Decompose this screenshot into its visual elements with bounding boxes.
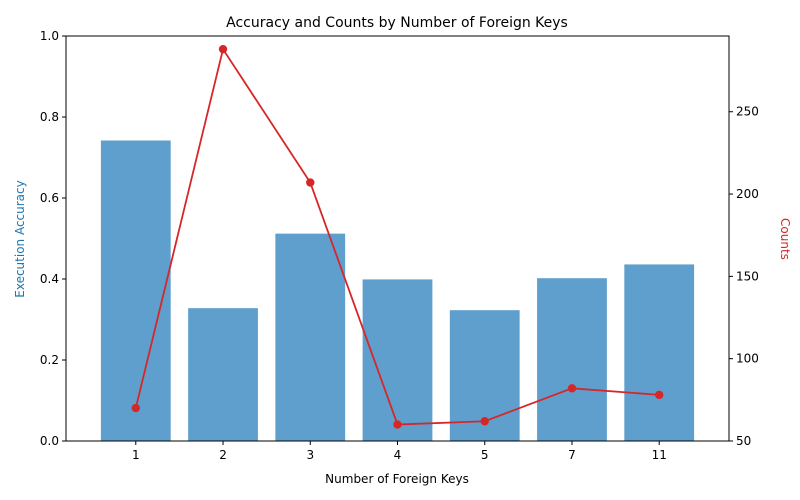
x-tick-label: 2 <box>219 448 227 462</box>
y-tick-label-left: 0.8 <box>40 110 59 124</box>
y-tick-label-left: 1.0 <box>40 29 59 43</box>
chart-title: Accuracy and Counts by Number of Foreign… <box>226 15 568 31</box>
bar-4 <box>362 279 433 441</box>
y-tick-label-right: 250 <box>736 105 759 119</box>
y-tick-label-left: 0.0 <box>40 434 59 448</box>
counts-point-4 <box>393 420 402 429</box>
bar-1 <box>100 140 171 442</box>
y-tick-label-right: 200 <box>736 187 759 201</box>
y-axis-label-left: Execution Accuracy <box>13 180 27 298</box>
bar-2 <box>188 308 258 441</box>
x-tick-label: 5 <box>481 448 489 462</box>
counts-point-7 <box>567 384 577 393</box>
x-tick-label: 11 <box>652 448 667 462</box>
y-tick-label-right: 100 <box>736 352 759 366</box>
x-tick-label: 7 <box>568 448 576 462</box>
line-layer <box>131 44 664 429</box>
x-tick-label: 1 <box>132 448 140 462</box>
x-tick-label: 4 <box>394 448 402 462</box>
y-axis-label-right: Counts <box>778 218 792 260</box>
bar-7 <box>537 278 607 441</box>
counts-point-1 <box>131 403 140 413</box>
y-tick-label-left: 0.2 <box>40 353 59 367</box>
counts-point-2 <box>218 44 228 54</box>
counts-point-5 <box>480 417 489 426</box>
y-tick-label-right: 50 <box>736 434 751 448</box>
ticks-layer: 1 2 3 4 5 7 11 0.0 0.2 0.4 0.6 0.8 1.0 50 100 150 200 250 <box>40 29 759 462</box>
bar-11 <box>624 264 695 441</box>
bar-3 <box>275 233 346 441</box>
x-axis-label: Number of Foreign Keys <box>325 472 469 486</box>
y-tick-label-right: 150 <box>736 269 759 283</box>
x-tick-label: 3 <box>306 448 314 462</box>
counts-point-3 <box>306 178 315 187</box>
y-tick-label-left: 0.6 <box>40 191 59 205</box>
counts-point-11 <box>655 390 664 400</box>
y-tick-label-left: 0.4 <box>40 272 59 286</box>
